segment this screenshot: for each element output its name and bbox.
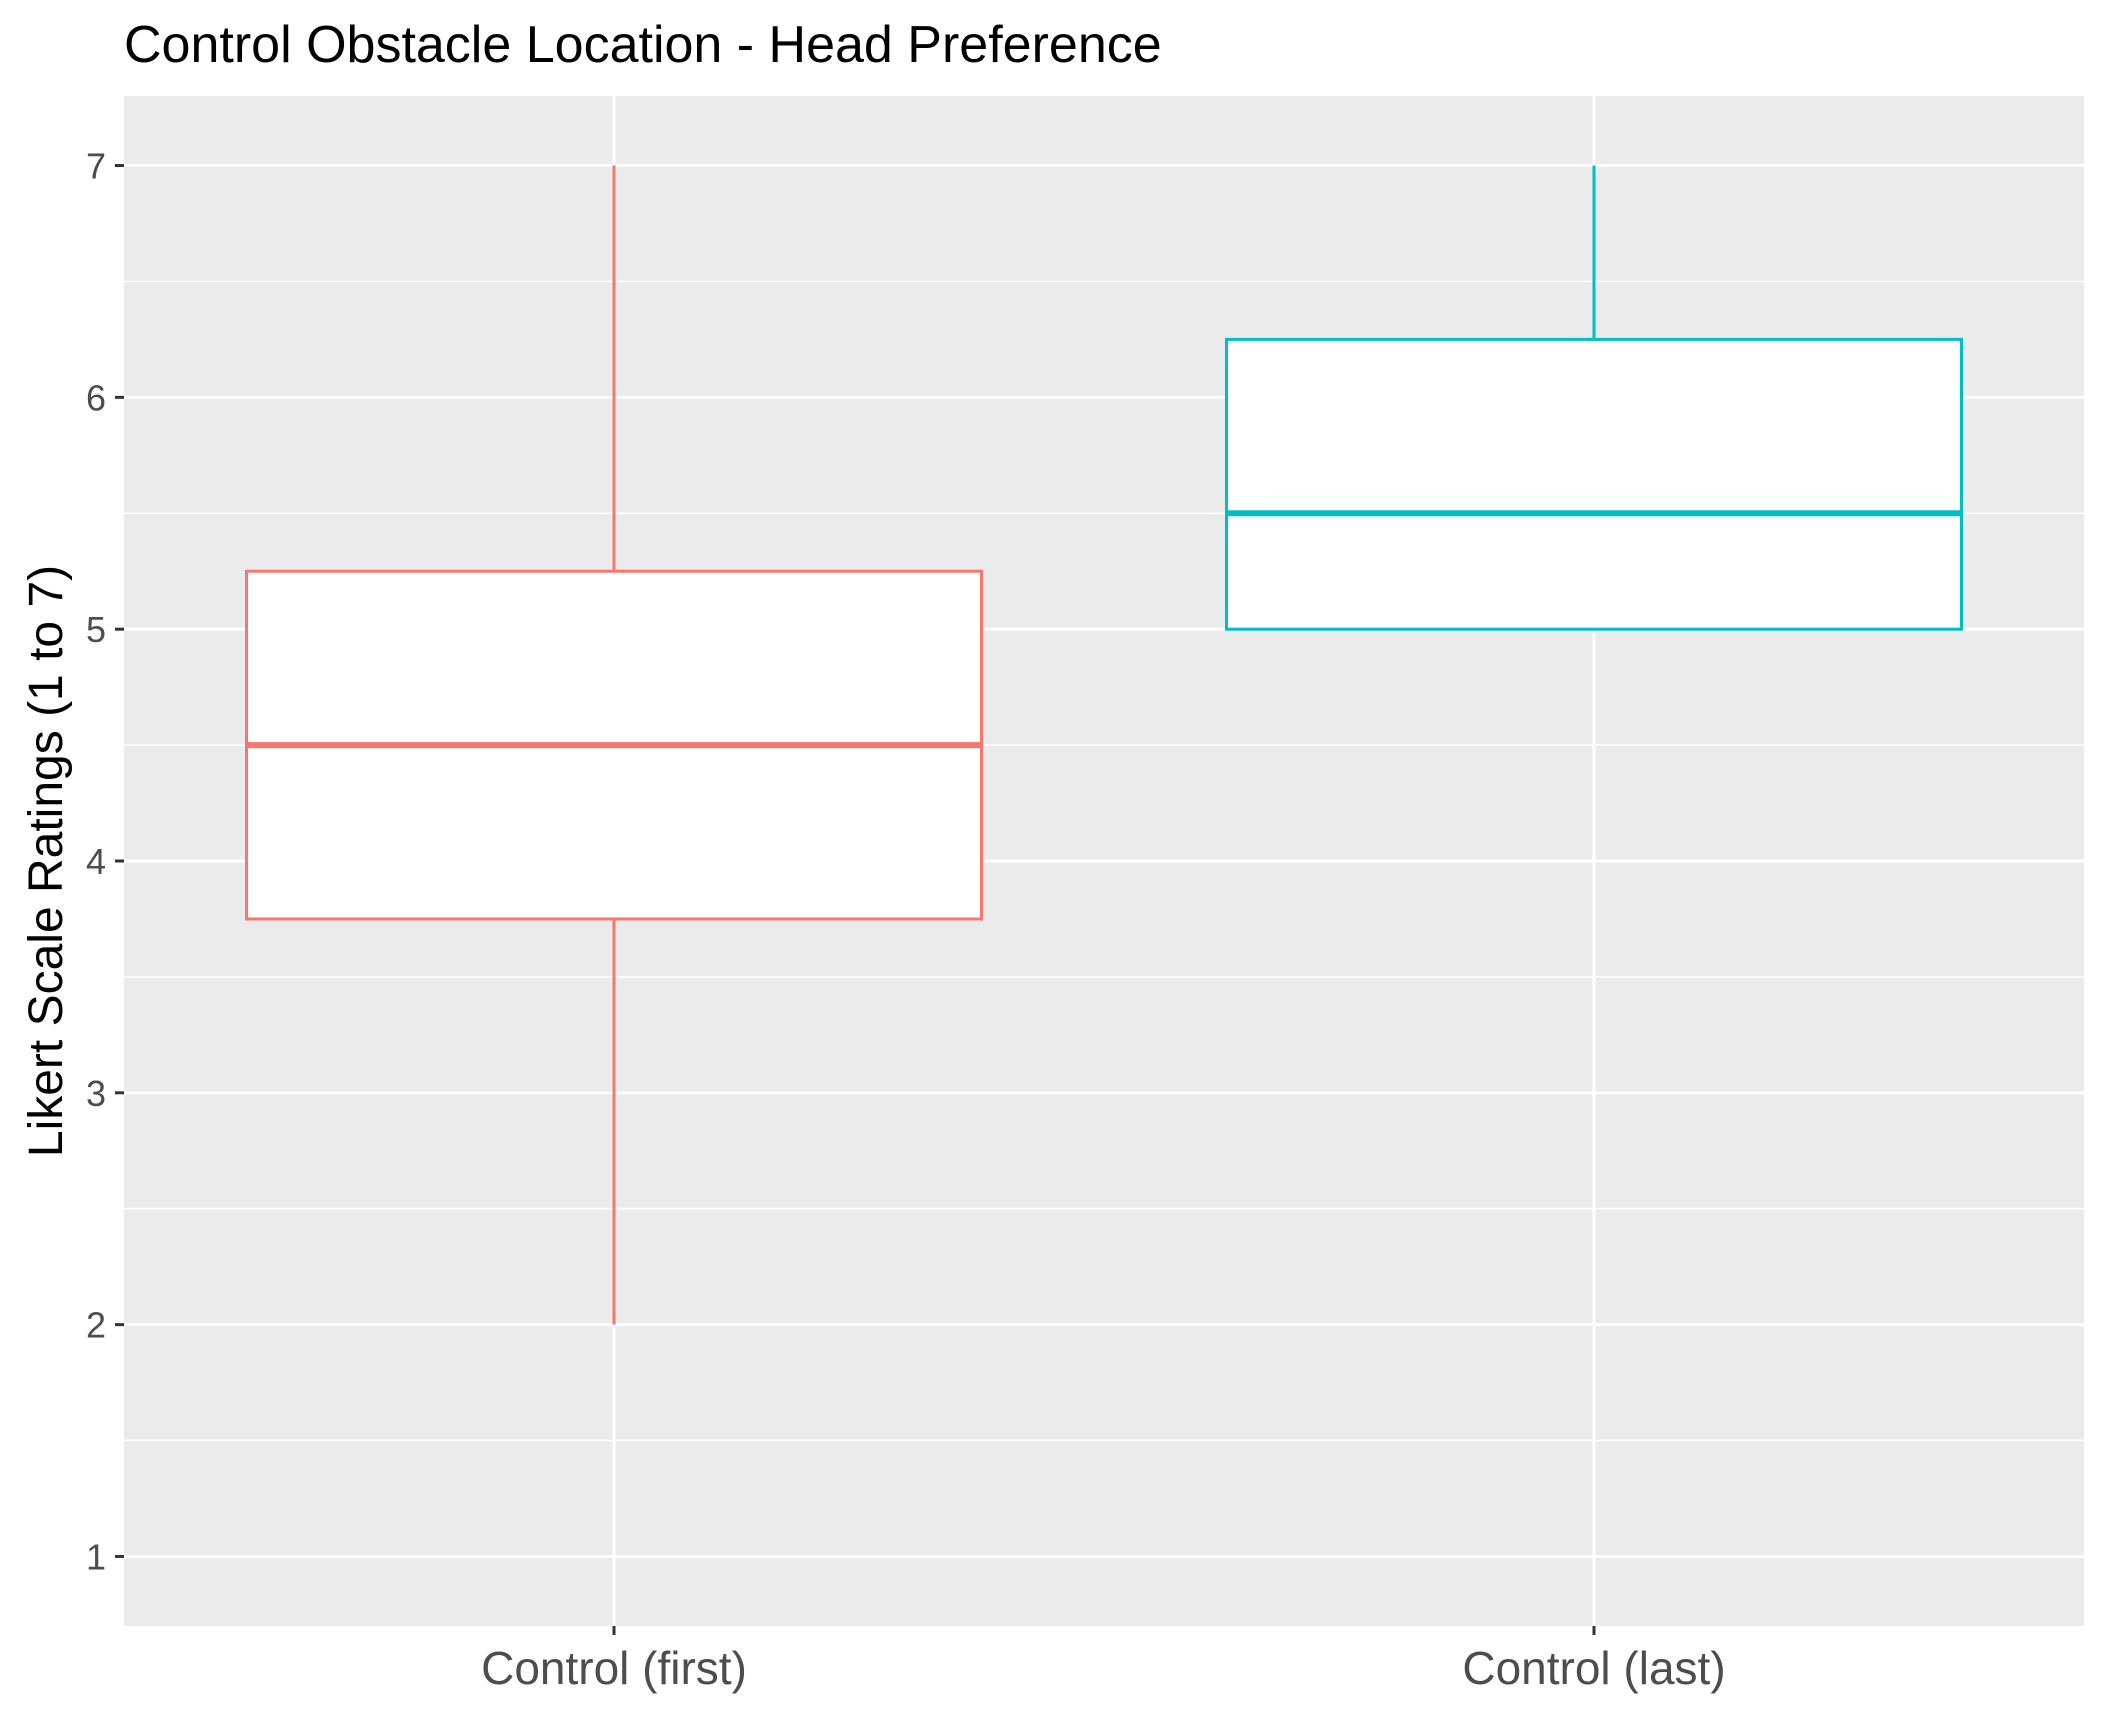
- y-tick-label: 5: [86, 609, 106, 650]
- boxes: [245, 165, 1963, 1325]
- box-0: [245, 165, 983, 1325]
- y-axis-label: Likert Scale Ratings (1 to 7): [20, 565, 73, 1157]
- x-tick-label: Control (first): [481, 1642, 747, 1694]
- chart-title: Control Obstacle Location - Head Prefere…: [124, 16, 1162, 74]
- y-tick-label: 3: [86, 1073, 106, 1114]
- y-tick-label: 6: [86, 377, 106, 418]
- box-1: [1225, 165, 1963, 631]
- axes: 1 2 3 4 5 6 7 Control (first) Control (last): [86, 146, 1726, 1694]
- y-tick-label: 2: [86, 1305, 106, 1346]
- x-tick-label: Control (last): [1462, 1642, 1725, 1694]
- y-tick-label: 1: [86, 1536, 106, 1577]
- y-tick-label: 7: [86, 146, 106, 187]
- y-tick-label: 4: [86, 841, 106, 882]
- box-body: [1225, 337, 1963, 631]
